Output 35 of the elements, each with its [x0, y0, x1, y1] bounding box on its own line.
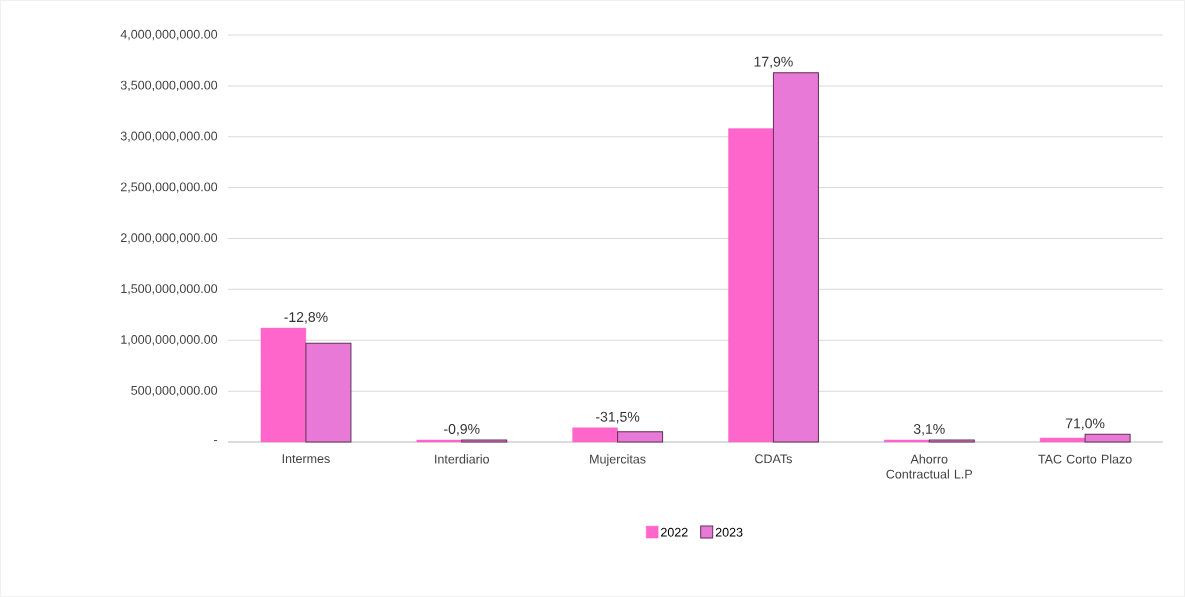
annotation: -12,8%	[284, 312, 328, 324]
annotation: 71,0%	[1065, 418, 1105, 430]
annotation: 3,1%	[913, 424, 945, 436]
y-tick-label: 3,000,000,000.00	[120, 131, 218, 142]
x-tick-label: Mujercitas	[590, 454, 646, 467]
bar	[416, 439, 462, 443]
bar	[617, 431, 664, 443]
x-tick-label: Intermes	[282, 454, 330, 464]
x-tick-label: TAC Corto Plazo	[1038, 454, 1132, 464]
bar	[772, 72, 819, 443]
legend-label: 2023	[715, 527, 743, 537]
legend-label: 2022	[661, 527, 688, 537]
annotation: -0,9%	[444, 424, 480, 436]
y-tick-label: 3,500,000,000.00	[120, 80, 218, 92]
y-tick-label: 2,500,000,000.00	[120, 182, 218, 193]
bar	[305, 342, 352, 443]
bar	[928, 439, 975, 443]
x-tick-label: Interdiario	[435, 454, 490, 464]
y-tick-label: 4,000,000,000.00	[120, 29, 218, 41]
bar	[572, 427, 618, 443]
x-tick-label: Ahorro Contractual L.P	[886, 454, 973, 479]
y-tick-label: -	[214, 440, 218, 442]
annotation: -31,5%	[596, 411, 640, 424]
annotation: 17,9%	[754, 56, 793, 69]
y-tick-label: 1,000,000,000.00	[121, 335, 218, 346]
bar	[1084, 433, 1131, 443]
y-tick-label: 2,000,000,000.00	[120, 233, 218, 244]
bar	[461, 439, 508, 443]
bar	[884, 439, 930, 443]
bar	[1039, 437, 1086, 443]
x-tick-label: CDATs	[755, 454, 792, 464]
y-tick-label: 500,000,000.00	[131, 385, 218, 397]
bar	[260, 327, 307, 443]
bar	[728, 128, 774, 443]
y-tick-label: 1,500,000,000.00	[121, 284, 218, 295]
